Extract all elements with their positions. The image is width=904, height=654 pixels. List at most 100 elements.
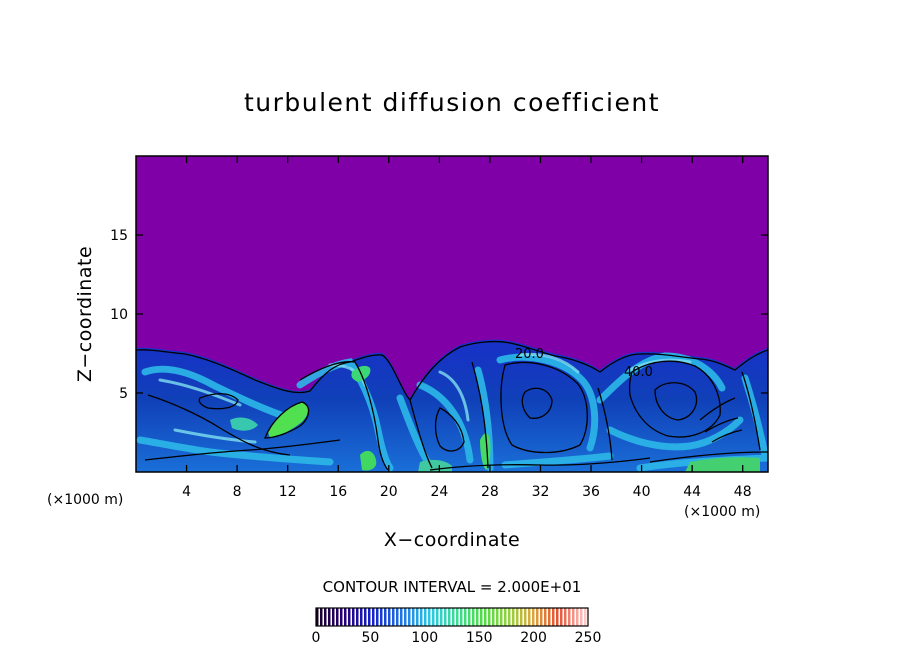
colorbar-swatch [324,608,327,626]
colorbar-swatch [360,608,363,626]
colorbar-swatch [432,608,435,626]
colorbar-swatch [356,608,359,626]
colorbar-swatch [488,608,491,626]
colorbar-swatch [400,608,403,626]
colorbar-swatch [316,608,319,626]
colorbar-swatch [484,608,487,626]
colorbar-swatch [336,608,339,626]
colorbar-swatch [448,608,451,626]
y-axis-label: Z−coordinate [74,246,96,382]
colorbar-swatch [584,608,587,626]
colorbar-tick-label: 50 [361,630,379,646]
colorbar-tick-label: 100 [411,630,438,646]
y-tick-label: 10 [110,307,128,323]
colorbar-swatch [568,608,571,626]
colorbar-swatch [320,608,323,626]
x-axis-unit-left: (×1000 m) [47,492,123,508]
colorbar-swatch [572,608,575,626]
colorbar-swatch [468,608,471,626]
colorbar-swatch [404,608,407,626]
x-axis-unit-right: (×1000 m) [684,504,760,520]
colorbar-swatch [556,608,559,626]
colorbar-swatch [472,608,475,626]
x-tick-label: 48 [734,484,752,500]
colorbar-swatch [340,608,343,626]
colorbar-swatch [464,608,467,626]
x-tick-label: 12 [279,484,297,500]
colorbar-swatch [424,608,427,626]
colorbar-swatch [516,608,519,626]
colorbar-swatch [508,608,511,626]
colorbar-tick-label: 0 [312,630,321,646]
colorbar-swatch [528,608,531,626]
x-tick-label: 28 [481,484,499,500]
colorbar-swatch [492,608,495,626]
colorbar-swatch [428,608,431,626]
colorbar-swatch [456,608,459,626]
colorbar-swatch [532,608,535,626]
x-tick-label: 40 [633,484,651,500]
green-cores [230,365,760,472]
x-tick-label: 24 [430,484,448,500]
colorbar-swatch [552,608,555,626]
colorbar-swatch [564,608,567,626]
colorbar-swatch [540,608,543,626]
colorbar-swatch [332,608,335,626]
colorbar-swatch [548,608,551,626]
colorbar [315,607,589,627]
colorbar-swatch [352,608,355,626]
colorbar-swatch [372,608,375,626]
colorbar-swatch [412,608,415,626]
colorbar-swatch [368,608,371,626]
colorbar-swatch [520,608,523,626]
colorbar-swatch [500,608,503,626]
colorbar-swatch [504,608,507,626]
colorbar-tick-label: 150 [466,630,493,646]
colorbar-tick-label: 250 [575,630,602,646]
chart-title: turbulent diffusion coefficient [244,88,660,117]
colorbar-tick-label: 200 [520,630,547,646]
x-axis-ticks: 4 8 12 16 20 24 28 32 36 40 44 48 [182,156,752,500]
colorbar-swatch [388,608,391,626]
x-tick-label: 44 [683,484,701,500]
x-tick-label: 20 [380,484,398,500]
colorbar-swatch [436,608,439,626]
contour-lines [136,340,768,471]
light-cyan-filaments [158,352,692,444]
contour-label: 40.0 [624,365,653,380]
colorbar-swatch [460,608,463,626]
colorbar-ticks: 0 50 100 150 200 250 [312,630,602,646]
plot-area: 20.0 40.0 [136,156,768,472]
colorbar-swatch [444,608,447,626]
colorbar-swatch [524,608,527,626]
colorbar-swatch [496,608,499,626]
colorbar-swatch [408,608,411,626]
x-tick-label: 36 [582,484,600,500]
x-tick-label: 32 [532,484,550,500]
colorbar-swatch [580,608,583,626]
colorbar-swatch [348,608,351,626]
colorbar-swatch [328,608,331,626]
colorbar-swatch [512,608,515,626]
colorbar-swatch [384,608,387,626]
colorbar-swatch [392,608,395,626]
colorbar-swatch [416,608,419,626]
contour-label: 20.0 [515,347,544,362]
y-tick-label: 5 [119,386,128,402]
x-axis-label: X−coordinate [384,529,520,551]
colorbar-swatch [344,608,347,626]
colorbar-swatch [576,608,579,626]
contour-interval-text: CONTOUR INTERVAL = 2.000E+01 [323,578,582,596]
x-tick-label: 16 [329,484,347,500]
colorbar-swatch [476,608,479,626]
x-tick-label: 4 [182,484,191,500]
colorbar-swatch [480,608,483,626]
x-tick-label: 8 [233,484,242,500]
colorbar-swatch [380,608,383,626]
y-axis-ticks: 5 10 15 [110,228,768,402]
colorbar-swatch [452,608,455,626]
colorbar-swatch [396,608,399,626]
colorbar-swatch [364,608,367,626]
colorbar-swatch [420,608,423,626]
